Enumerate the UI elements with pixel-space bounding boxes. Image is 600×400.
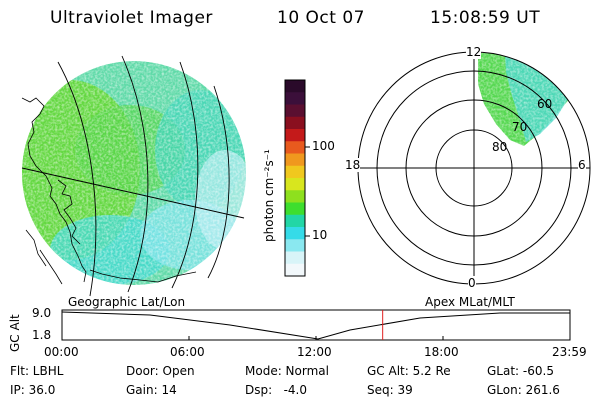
mlt-label-6: 6: [578, 158, 586, 172]
color-bar: [285, 80, 305, 277]
color-bar-segment: [285, 239, 305, 252]
color-bar-segment: [285, 129, 305, 142]
mlat-label-80: 80: [492, 140, 508, 154]
coastline-overlay: [21, 97, 197, 285]
time-tick-1200: 12:00: [297, 345, 332, 359]
glat-info: GLat: -60.5: [487, 364, 554, 378]
uv-image-disk: [22, 61, 246, 285]
color-bar-unit-label: photon cm⁻²s⁻¹: [262, 149, 276, 242]
mlt-label-0: 0: [468, 276, 476, 290]
altitude-ytick-max: 9.0: [32, 306, 52, 320]
color-bar-frame: [284, 79, 306, 277]
polar-coordinate-label: Apex MLat/MLT: [425, 295, 515, 309]
time-tick-0600: 06:00: [170, 345, 205, 359]
geographic-grid: [21, 55, 245, 297]
mode-info: Mode: Normal: [245, 364, 329, 378]
mlt-label-18: 18: [345, 158, 361, 172]
image-coordinate-label: Geographic Lat/Lon: [68, 295, 186, 309]
mlat-label-60: 60: [537, 97, 553, 111]
ip-info: IP: 36.0: [10, 383, 56, 397]
color-bar-segment: [285, 202, 305, 216]
altitude-ylabel: GC Alt: [8, 314, 22, 352]
color-bar-segment: [285, 80, 305, 93]
color-bar-segment: [285, 92, 305, 105]
app-title: Ultraviolet Imager: [50, 8, 213, 28]
color-bar-segment: [285, 251, 305, 265]
polar-plot: [357, 51, 591, 285]
color-bar-label-100: 100: [312, 139, 335, 153]
dsp-info: Dsp: -4.0: [245, 383, 308, 397]
seq-info: Seq: 39: [367, 383, 413, 397]
time-tick-0000: 00:00: [44, 345, 79, 359]
color-bar-segment: [285, 190, 305, 203]
time-label: 15:08:59 UT: [430, 8, 541, 28]
color-bar-segment: [285, 141, 305, 154]
altitude-ytick-min: 1.8: [32, 328, 52, 342]
door-info: Door: Open: [126, 364, 195, 378]
color-bar-segment: [285, 165, 305, 179]
mlat-label-70: 70: [512, 120, 528, 134]
color-bar-segment: [285, 263, 305, 277]
color-bar-label-10: 10: [312, 228, 328, 242]
mlt-label-12: 12: [466, 45, 482, 59]
color-bar-segment: [285, 227, 305, 240]
gc-alt-info: GC Alt: 5.2 Re: [367, 364, 451, 378]
altitude-plot: [61, 309, 571, 341]
color-bar-segment: [285, 178, 305, 191]
color-bar-segment: [285, 153, 305, 167]
time-tick-2359: 23:59: [552, 345, 587, 359]
glon-info: GLon: 261.6: [487, 383, 560, 397]
filter-info: Flt: LBHL: [10, 364, 64, 378]
color-bar-segment: [285, 214, 305, 228]
color-bar-segment: [285, 104, 305, 118]
time-tick-1800: 18:00: [424, 345, 459, 359]
color-bar-segment: [285, 116, 305, 130]
date-label: 10 Oct 07: [277, 8, 365, 28]
gain-info: Gain: 14: [126, 383, 177, 397]
